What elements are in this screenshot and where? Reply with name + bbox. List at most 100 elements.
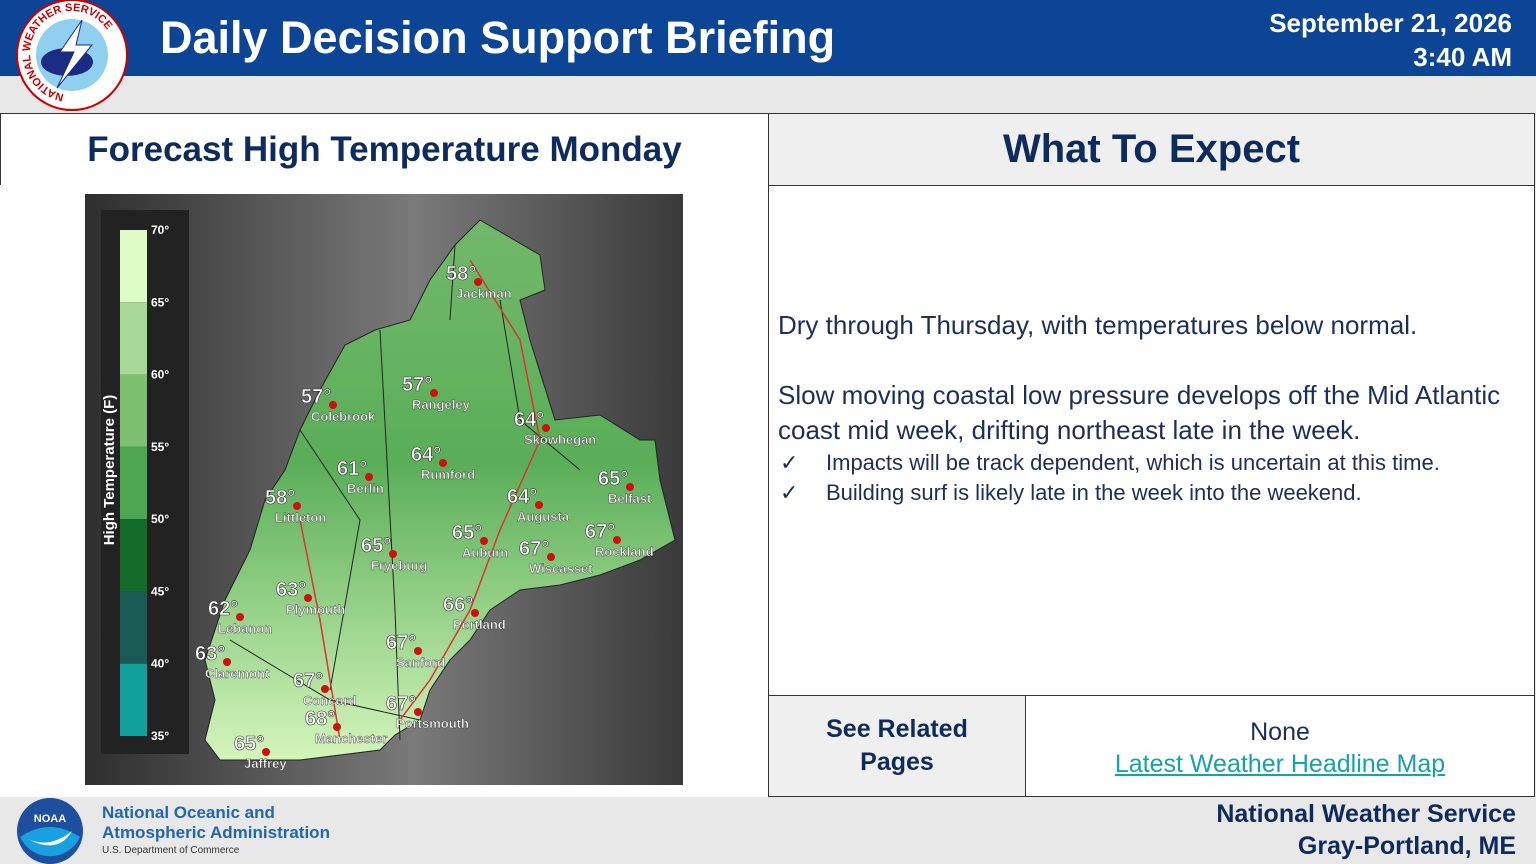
expect-text: Dry through Thursday, with temperatures … — [768, 185, 1535, 696]
date: September 21, 2026 — [1269, 8, 1512, 38]
city-dot — [223, 658, 231, 666]
office: National Weather Service Gray-Portland, M… — [1216, 798, 1516, 862]
legend-tick: 65° — [151, 295, 169, 309]
legend-tick: 55° — [151, 440, 169, 454]
county-lines — [229, 244, 581, 741]
city-dot — [471, 609, 479, 617]
check-icon: ✓ — [780, 450, 799, 475]
related-label-text: See Related Pages — [826, 715, 968, 776]
footer — [0, 797, 1536, 864]
city-name: Colebrook — [311, 409, 376, 424]
city-temp: 57° — [402, 374, 432, 396]
time: 3:40 AM — [1413, 42, 1512, 72]
legend-band — [120, 446, 147, 520]
legend: 70° 65° 60° 55° 50° 45° 40° 35° — [120, 223, 169, 743]
city-temp: 63° — [276, 579, 306, 601]
city-dot — [626, 483, 634, 491]
city-dot — [439, 459, 447, 467]
legend-tick: 60° — [151, 368, 169, 382]
city-temp: 65° — [361, 535, 391, 557]
city-dot — [236, 613, 244, 621]
city-name: Auburn — [462, 545, 508, 560]
city-temp: 64° — [411, 444, 441, 466]
legend-tick: 50° — [151, 512, 169, 526]
related-items: None Latest Weather Headline Map — [1025, 695, 1535, 797]
legend-tick: 70° — [151, 223, 169, 237]
city-temp: 58° — [446, 263, 476, 285]
city-name: Berlin — [347, 481, 384, 496]
city-dot — [329, 401, 337, 409]
related-link[interactable]: Latest Weather Headline Map — [1114, 750, 1446, 778]
city-temp: 58° — [265, 487, 295, 509]
check-icon: ✓ — [780, 480, 799, 505]
agency-line: Atmospheric Administration — [102, 823, 330, 842]
legend-band — [120, 302, 147, 375]
city-temp: 67° — [585, 521, 615, 543]
city-name: Augusta — [517, 509, 570, 524]
city-temp: 64° — [507, 486, 537, 508]
page-title: Daily Decision Support Briefing — [160, 12, 836, 63]
agency-name: National Oceanic and Atmospheric Administ… — [102, 803, 330, 843]
paragraph: Dry through Thursday, with temperatures … — [778, 310, 1418, 340]
bullet: ✓ Building surf is likely late in the wee… — [778, 478, 1524, 508]
noaa-logo-text: NOAA — [34, 813, 66, 825]
legend-tick: 40° — [151, 657, 169, 671]
city-labels: 58°Jackman57°Colebrook57°Rangeley64°Skow… — [195, 263, 654, 772]
agency-line: National Oceanic and — [102, 803, 275, 822]
city-temp: 65° — [452, 522, 482, 544]
city-dot — [333, 723, 341, 731]
city-dot — [262, 748, 270, 756]
left-panel-title: Forecast High Temperature Monday — [0, 113, 769, 186]
related-none: None — [1250, 718, 1310, 746]
city-dot — [304, 594, 312, 602]
city-name: Jaffrey — [244, 756, 287, 771]
city-temp: 67° — [293, 670, 323, 692]
legend-tick: 35° — [151, 729, 169, 743]
city-dot — [535, 501, 543, 509]
city-dot — [414, 647, 422, 655]
legend-band — [120, 663, 147, 736]
city-dot — [430, 389, 438, 397]
legend-band — [120, 230, 147, 303]
city-temp: 62° — [208, 598, 238, 620]
bullet-list: ✓ Impacts will be track dependent, which … — [778, 448, 1524, 508]
legend-band — [120, 591, 147, 664]
city-dot — [613, 536, 621, 544]
city-dot — [389, 550, 397, 558]
city-temp: 65° — [598, 468, 628, 490]
city-name: Lebanon — [218, 621, 272, 636]
city-dot — [480, 537, 488, 545]
city-dot — [474, 278, 482, 286]
legend-tick: 45° — [151, 584, 169, 598]
city-dot — [293, 502, 301, 510]
city-temp: 66° — [443, 594, 473, 616]
department: U.S. Department of Commerce — [102, 845, 240, 856]
legend-title: High Temperature (F) — [101, 395, 118, 546]
city-dot — [414, 708, 422, 716]
noaa-logo: NOAA — [17, 798, 83, 864]
city-name: Wiscasset — [529, 561, 593, 576]
legend-band — [120, 519, 147, 592]
legend-band — [120, 374, 147, 447]
city-temp: 67° — [386, 693, 416, 715]
city-name: Manchester — [315, 731, 387, 746]
city-temp: 57° — [301, 386, 331, 408]
city-name: Fryeburg — [371, 558, 427, 573]
city-name: Rockland — [595, 544, 654, 559]
related-label: See Related Pages — [768, 695, 1026, 797]
city-dot — [321, 685, 329, 693]
city-temp: 67° — [386, 632, 416, 654]
city-name: Rumford — [421, 467, 475, 482]
nws-logo: NATIONAL WEATHER SERVICE — [16, 0, 128, 111]
paragraph: Slow moving coastal low pressure develop… — [778, 380, 1501, 445]
office-line: Gray-Portland, ME — [1297, 832, 1516, 860]
city-name: Concord — [303, 693, 357, 708]
city-name: Belfast — [608, 491, 652, 506]
city-name: Skowhegan — [524, 432, 596, 447]
bullet: ✓ Impacts will be track dependent, which … — [778, 448, 1524, 478]
city-temp: 64° — [514, 409, 544, 431]
city-name: Sanford — [396, 655, 445, 670]
bullet-text: Building surf is likely late in the week… — [826, 480, 1362, 505]
city-dot — [365, 473, 373, 481]
bullet-text: Impacts will be track dependent, which i… — [826, 450, 1440, 475]
